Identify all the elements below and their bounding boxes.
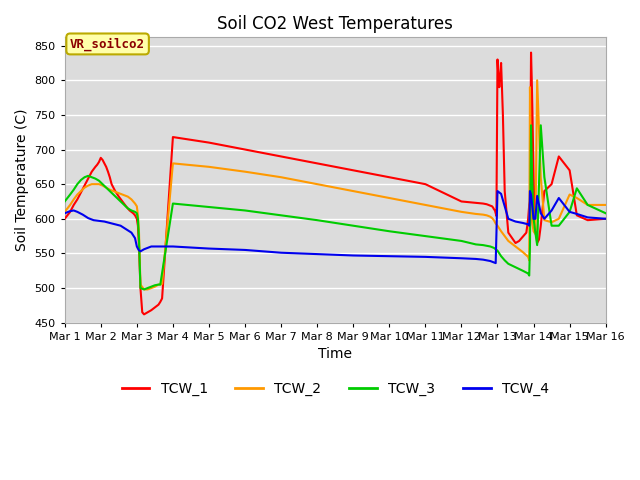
- X-axis label: Time: Time: [318, 347, 352, 361]
- Y-axis label: Soil Temperature (C): Soil Temperature (C): [15, 109, 29, 251]
- Text: VR_soilco2: VR_soilco2: [70, 37, 145, 50]
- Legend: TCW_1, TCW_2, TCW_3, TCW_4: TCW_1, TCW_2, TCW_3, TCW_4: [116, 376, 554, 401]
- Title: Soil CO2 West Temperatures: Soil CO2 West Temperatures: [217, 15, 453, 33]
